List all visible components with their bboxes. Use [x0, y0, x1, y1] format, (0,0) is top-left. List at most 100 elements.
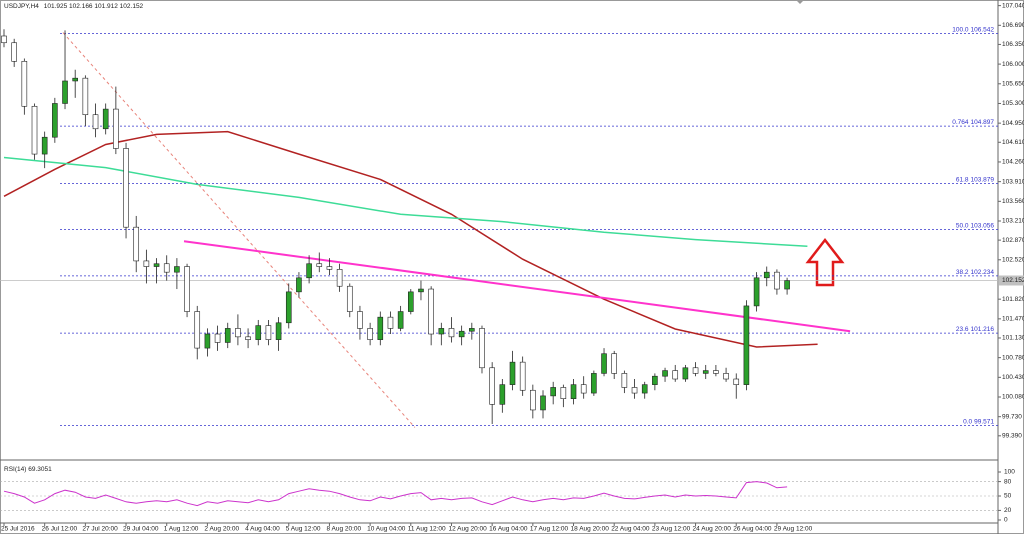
y-tick-label: 104.610: [1002, 139, 1024, 146]
rsi-header: RSI(14) 69.3051: [4, 466, 52, 473]
x-tick-label: 18 Aug 20:00: [571, 526, 610, 533]
close-value: 102.152: [120, 3, 144, 10]
candle-body: [489, 367, 495, 405]
y-tick-label: 100: [1004, 469, 1015, 476]
candle-body: [92, 114, 99, 130]
candle-body: [428, 288, 434, 335]
candle-body: [377, 316, 384, 340]
candle-body: [72, 77, 78, 82]
candle-body: [245, 336, 251, 340]
candle-body: [204, 333, 211, 349]
fib-ratio: 23.6: [956, 326, 969, 333]
x-tick-label: 5 Aug 12:00: [286, 526, 321, 533]
candle-body: [448, 328, 455, 338]
candle-body: [662, 370, 668, 377]
candle-body: [458, 330, 465, 338]
last-price-label: 102.152: [1002, 277, 1024, 284]
candle-body: [357, 311, 363, 329]
fib-label: 61.8 103.879: [956, 176, 995, 183]
candle-body: [560, 387, 567, 399]
y-tick-label: 0: [1004, 517, 1008, 524]
x-tick-label: 26 Jul 12:00: [42, 526, 78, 533]
candle-body: [346, 285, 353, 312]
candle-body: [316, 263, 323, 267]
candle-body: [41, 136, 48, 155]
candle-body: [519, 361, 526, 391]
indicator-line: [3, 156, 808, 248]
candle-body: [733, 378, 740, 385]
high-value: 102.166: [69, 3, 93, 10]
x-tick-label: 10 Aug 04:00: [367, 526, 406, 533]
y-tick-label: 105.300: [1002, 100, 1024, 107]
x-tick-label: 11 Aug 12:00: [408, 526, 446, 533]
y-tick-label: 100.430: [1002, 374, 1024, 381]
candle-body: [235, 328, 241, 338]
y-tick-label: 104.950: [1002, 120, 1024, 127]
y-tick-label: 106.690: [1002, 22, 1024, 29]
x-tick-label: 2 Aug 20:00: [204, 526, 239, 533]
y-tick-label: 102.520: [1002, 257, 1024, 264]
candle-body: [601, 353, 607, 374]
fib-ratio: 38.2: [956, 269, 969, 276]
candle-body: [774, 271, 780, 290]
scroll-marker: [796, 0, 804, 4]
candle-body: [285, 291, 292, 324]
x-tick-label: 29 Jul 04:00: [123, 526, 159, 533]
x-tick-label: 16 Aug 04:00: [489, 526, 528, 533]
x-tick-label: 26 Aug 04:00: [733, 526, 772, 533]
rsi-line: [3, 481, 788, 507]
candle-body: [174, 266, 180, 273]
fib-price: 104.897: [971, 119, 995, 126]
y-tick-label: 103.910: [1002, 178, 1024, 185]
x-tick-label: 24 Aug 20:00: [693, 526, 732, 533]
candle-body: [407, 291, 414, 312]
x-tick-label: 27 Jul 20:00: [82, 526, 118, 533]
candle-body: [82, 77, 89, 116]
fib-label: 50.0 103.056: [956, 222, 995, 229]
candle-body: [692, 367, 699, 374]
y-tick-label: 80: [1004, 478, 1012, 485]
fib-price: 99.571: [974, 418, 994, 425]
low-value: 101.912: [94, 3, 118, 10]
candle-body: [1, 35, 7, 44]
up-arrow: [805, 237, 845, 287]
candle-body: [21, 60, 28, 107]
symbol: USDJPY,H4: [4, 3, 39, 10]
candle-body: [31, 105, 38, 155]
candle-body: [163, 263, 170, 273]
candle-body: [672, 370, 679, 380]
y-tick-label: 50: [1004, 493, 1012, 500]
candle-body: [631, 387, 638, 394]
y-tick-label: 107.040: [1002, 2, 1024, 9]
candle-body: [611, 353, 618, 374]
y-tick-label: 101.130: [1002, 335, 1024, 342]
candle-body: [52, 103, 58, 138]
fib-ratio: 100.0: [952, 26, 969, 33]
candle-body: [184, 266, 190, 312]
fib-price: 106.542: [971, 26, 995, 33]
candle-body: [296, 277, 302, 293]
open-value: 101.925: [44, 3, 68, 10]
y-tick-label: 100.780: [1002, 354, 1024, 361]
candle-body: [387, 316, 394, 329]
y-tick-label: 104.260: [1002, 159, 1024, 166]
candle-body: [194, 311, 201, 349]
fib-label: 100.0 106.542: [952, 26, 994, 33]
candle-body: [438, 328, 445, 335]
candle-body: [723, 373, 729, 380]
candle-body: [306, 263, 312, 279]
candle-body: [265, 325, 272, 340]
fib-label: 38.2 102.234: [956, 269, 995, 276]
candle-body: [102, 108, 109, 130]
candle-body: [133, 226, 140, 262]
candle-body: [469, 328, 475, 332]
y-tick-label: 101.470: [1002, 316, 1024, 323]
x-tick-label: 8 Aug 20:00: [326, 526, 361, 533]
y-tick-label: 101.820: [1002, 296, 1024, 303]
candle-body: [499, 384, 506, 405]
rsi-title: RSI(14): [4, 466, 26, 473]
x-tick-label: 29 Aug 12:00: [774, 526, 813, 533]
fib-price: 101.216: [971, 326, 995, 333]
